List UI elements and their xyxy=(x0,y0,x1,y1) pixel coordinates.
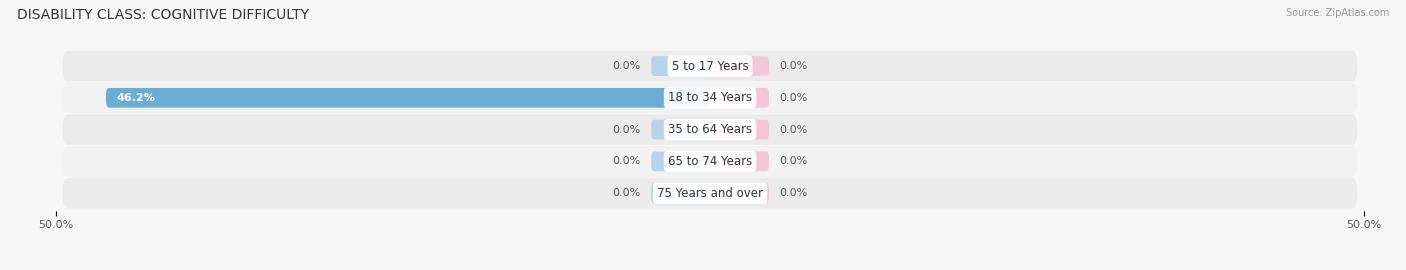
Text: 35 to 64 Years: 35 to 64 Years xyxy=(668,123,752,136)
Text: 0.0%: 0.0% xyxy=(779,93,807,103)
Text: 0.0%: 0.0% xyxy=(779,61,807,71)
Text: DISABILITY CLASS: COGNITIVE DIFFICULTY: DISABILITY CLASS: COGNITIVE DIFFICULTY xyxy=(17,8,309,22)
Text: 5 to 17 Years: 5 to 17 Years xyxy=(672,60,748,73)
Text: 65 to 74 Years: 65 to 74 Years xyxy=(668,155,752,168)
FancyBboxPatch shape xyxy=(105,88,710,108)
Text: 0.0%: 0.0% xyxy=(613,124,641,135)
Text: Source: ZipAtlas.com: Source: ZipAtlas.com xyxy=(1285,8,1389,18)
FancyBboxPatch shape xyxy=(710,183,769,203)
FancyBboxPatch shape xyxy=(651,183,710,203)
FancyBboxPatch shape xyxy=(710,151,769,171)
FancyBboxPatch shape xyxy=(63,51,1357,81)
Text: 0.0%: 0.0% xyxy=(613,188,641,198)
Legend: Male, Female: Male, Female xyxy=(647,266,773,270)
Text: 0.0%: 0.0% xyxy=(779,188,807,198)
FancyBboxPatch shape xyxy=(63,114,1357,145)
FancyBboxPatch shape xyxy=(710,56,769,76)
FancyBboxPatch shape xyxy=(710,120,769,139)
Text: 46.2%: 46.2% xyxy=(117,93,155,103)
Text: 0.0%: 0.0% xyxy=(779,124,807,135)
FancyBboxPatch shape xyxy=(651,56,710,76)
Text: 0.0%: 0.0% xyxy=(613,156,641,166)
FancyBboxPatch shape xyxy=(63,83,1357,113)
Text: 0.0%: 0.0% xyxy=(779,156,807,166)
Text: 75 Years and over: 75 Years and over xyxy=(657,187,763,200)
FancyBboxPatch shape xyxy=(63,146,1357,177)
FancyBboxPatch shape xyxy=(63,178,1357,208)
FancyBboxPatch shape xyxy=(651,120,710,139)
Text: 18 to 34 Years: 18 to 34 Years xyxy=(668,91,752,104)
Text: 0.0%: 0.0% xyxy=(613,61,641,71)
FancyBboxPatch shape xyxy=(710,88,769,108)
FancyBboxPatch shape xyxy=(651,151,710,171)
